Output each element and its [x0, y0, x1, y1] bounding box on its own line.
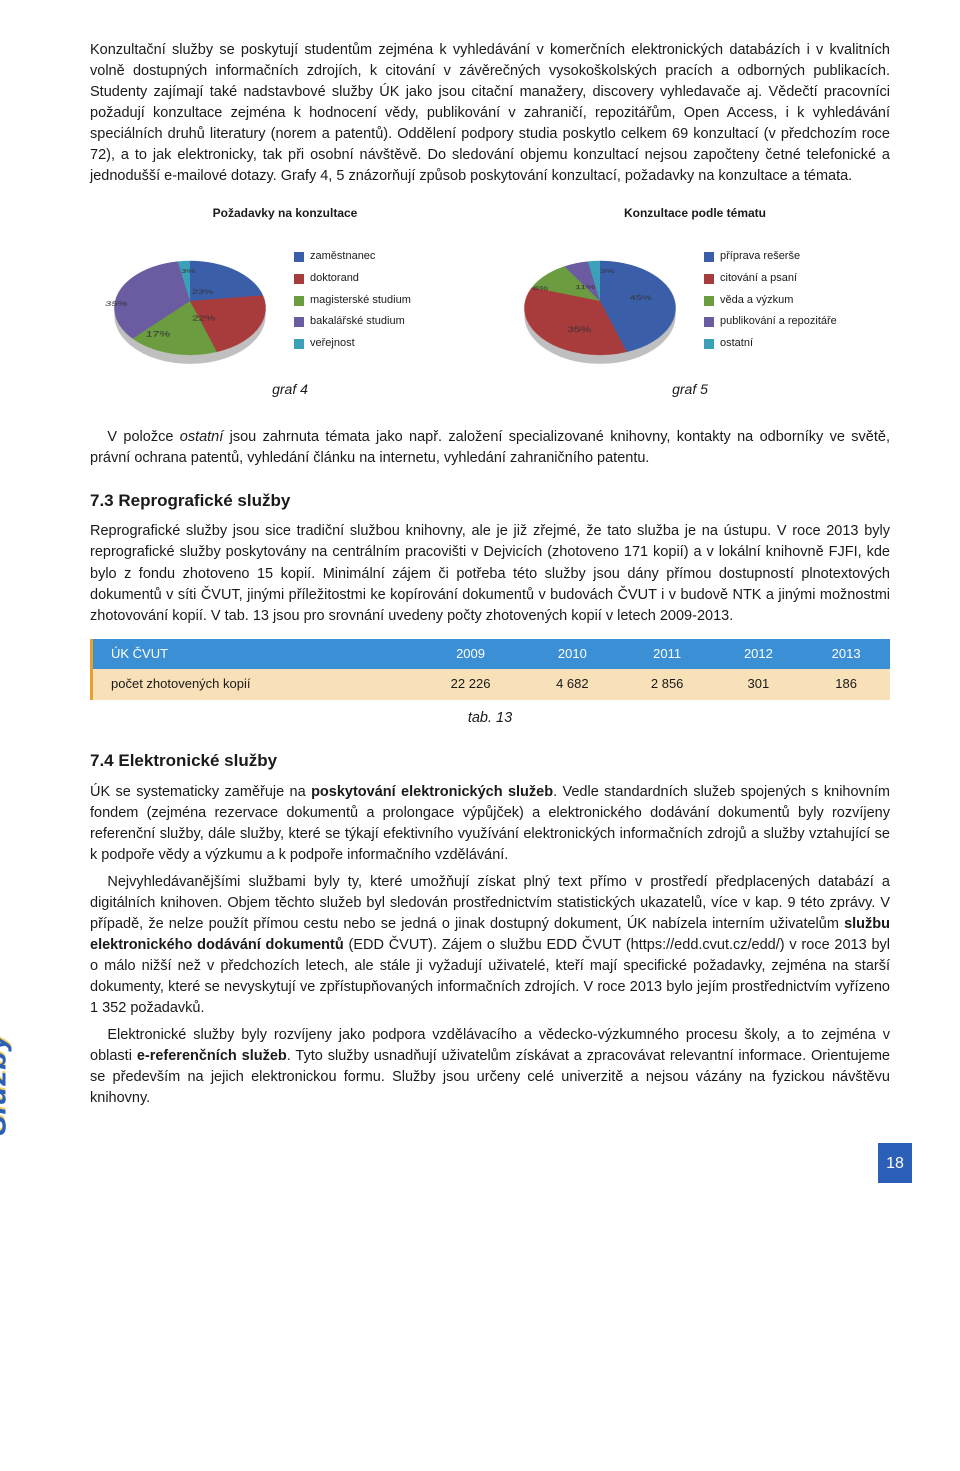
txt-italic: ostatní	[180, 429, 224, 445]
heading-7-3: 7.3 Reprografické služby	[90, 489, 890, 514]
ostatni-paragraph: V položce ostatní jsou zahrnuta témata j…	[90, 427, 890, 469]
pie-slice-label: 17%	[145, 329, 171, 341]
table-header-row: ÚK ČVUT20092010201120122013	[93, 639, 890, 670]
txt-bold: poskytování elektronických služeb	[311, 784, 553, 800]
chart-captions: graf 4 graf 5	[90, 379, 890, 399]
legend-swatch	[294, 252, 304, 262]
caption-graf5: graf 5	[672, 379, 708, 399]
elektro-p3: Elektronické služby byly rozvíjeny jako …	[90, 1025, 890, 1109]
legend-label: doktorand	[310, 271, 359, 287]
legend-item: veřejnost	[294, 336, 411, 352]
table-cell: 22 226	[416, 669, 525, 700]
pie-slice-label: 22%	[192, 313, 216, 324]
table-header-cell: ÚK ČVUT	[93, 639, 416, 670]
legend-label: bakalářské studium	[310, 314, 405, 330]
legend-label: publikování a repozitáře	[720, 314, 837, 330]
caption-graf4: graf 4	[272, 379, 308, 399]
intro-paragraph: Konzultační služby se poskytují studentů…	[90, 40, 890, 187]
pie-slice-label: 3%	[600, 267, 615, 275]
pie-slice-label: 6%	[532, 284, 549, 293]
legend-1: zaměstnanec doktorand magisterské studium b…	[294, 249, 411, 353]
legend-swatch	[704, 339, 714, 349]
side-label: Služby	[0, 1032, 18, 1135]
legend-swatch	[704, 296, 714, 306]
table-cell: počet zhotovených kopií	[93, 669, 416, 700]
chart-2: Konzultace podle tématu 3% 45% 35% 11% 6% př…	[500, 205, 890, 370]
table-header-cell: 2011	[620, 639, 715, 670]
legend-swatch	[294, 339, 304, 349]
legend-swatch	[294, 274, 304, 284]
chart-1-title: Požadavky na konzultace	[90, 205, 480, 222]
legend-item: příprava rešerše	[704, 249, 837, 265]
legend-swatch	[704, 274, 714, 284]
legend-item: magisterské studium	[294, 293, 411, 309]
chart-2-title: Konzultace podle tématu	[500, 205, 890, 222]
legend-label: citování a psaní	[720, 271, 797, 287]
legend-label: zaměstnanec	[310, 249, 375, 265]
pie-slice-label: 45%	[629, 293, 652, 303]
legend-swatch	[704, 252, 714, 262]
pie-chart-2: 3% 45% 35% 11% 6%	[498, 267, 702, 342]
pie-slice-label: 11%	[575, 283, 596, 292]
table-header-cell: 2012	[715, 639, 803, 670]
repro-paragraph: Reprografické služby jsou sice tradiční …	[90, 521, 890, 626]
table-cell: 301	[715, 669, 803, 700]
txt-bold: e-referenčních služeb	[137, 1048, 287, 1064]
table-13: ÚK ČVUT20092010201120122013 počet zhotov…	[93, 639, 890, 701]
table-header-cell: 2009	[416, 639, 525, 670]
legend-item: zaměstnanec	[294, 249, 411, 265]
legend-swatch	[294, 317, 304, 327]
legend-item: doktorand	[294, 271, 411, 287]
legend-label: příprava rešerše	[720, 249, 800, 265]
page-number: 18	[878, 1143, 912, 1183]
pie-slice-label: 35%	[567, 324, 592, 336]
legend-label: ostatní	[720, 336, 753, 352]
table-13-wrap: ÚK ČVUT20092010201120122013 počet zhotov…	[90, 639, 890, 701]
legend-item: ostatní	[704, 336, 837, 352]
legend-label: veřejnost	[310, 336, 355, 352]
pie-slice-label: 3%	[181, 267, 196, 275]
table-cell: 186	[802, 669, 890, 700]
legend-swatch	[294, 296, 304, 306]
elektro-p2: Nejvyhledávanějšími službami byly ty, kt…	[90, 872, 890, 1019]
txt: V položce	[107, 429, 179, 445]
legend-label: věda a výzkum	[720, 293, 793, 309]
legend-swatch	[704, 317, 714, 327]
chart-1: Požadavky na konzultace 3% 23% 22% 17% 35% z…	[90, 205, 480, 370]
pie-slice-label: 35%	[104, 299, 129, 309]
table-header-cell: 2010	[525, 639, 620, 670]
table-data-row: počet zhotovených kopií22 2264 6822 8563…	[93, 669, 890, 700]
heading-7-4: 7.4 Elektronické služby	[90, 749, 890, 774]
elektro-p1: ÚK se systematicky zaměřuje na poskytová…	[90, 782, 890, 866]
legend-2: příprava rešerše citování a psaní věda a v…	[704, 249, 837, 353]
legend-label: magisterské studium	[310, 293, 411, 309]
txt: Nejvyhledávanějšími službami byly ty, kt…	[90, 874, 890, 932]
legend-item: publikování a repozitáře	[704, 314, 837, 330]
pie-chart-1: 3% 23% 22% 17% 35%	[88, 267, 292, 342]
pie-slice-label: 23%	[192, 288, 214, 297]
legend-item: citování a psaní	[704, 271, 837, 287]
charts-row: Požadavky na konzultace 3% 23% 22% 17% 35% z…	[90, 205, 890, 370]
legend-item: věda a výzkum	[704, 293, 837, 309]
table-header-cell: 2013	[802, 639, 890, 670]
table-cell: 4 682	[525, 669, 620, 700]
caption-tab13: tab. 13	[90, 708, 890, 729]
table-cell: 2 856	[620, 669, 715, 700]
txt: ÚK se systematicky zaměřuje na	[90, 784, 311, 800]
legend-item: bakalářské studium	[294, 314, 411, 330]
